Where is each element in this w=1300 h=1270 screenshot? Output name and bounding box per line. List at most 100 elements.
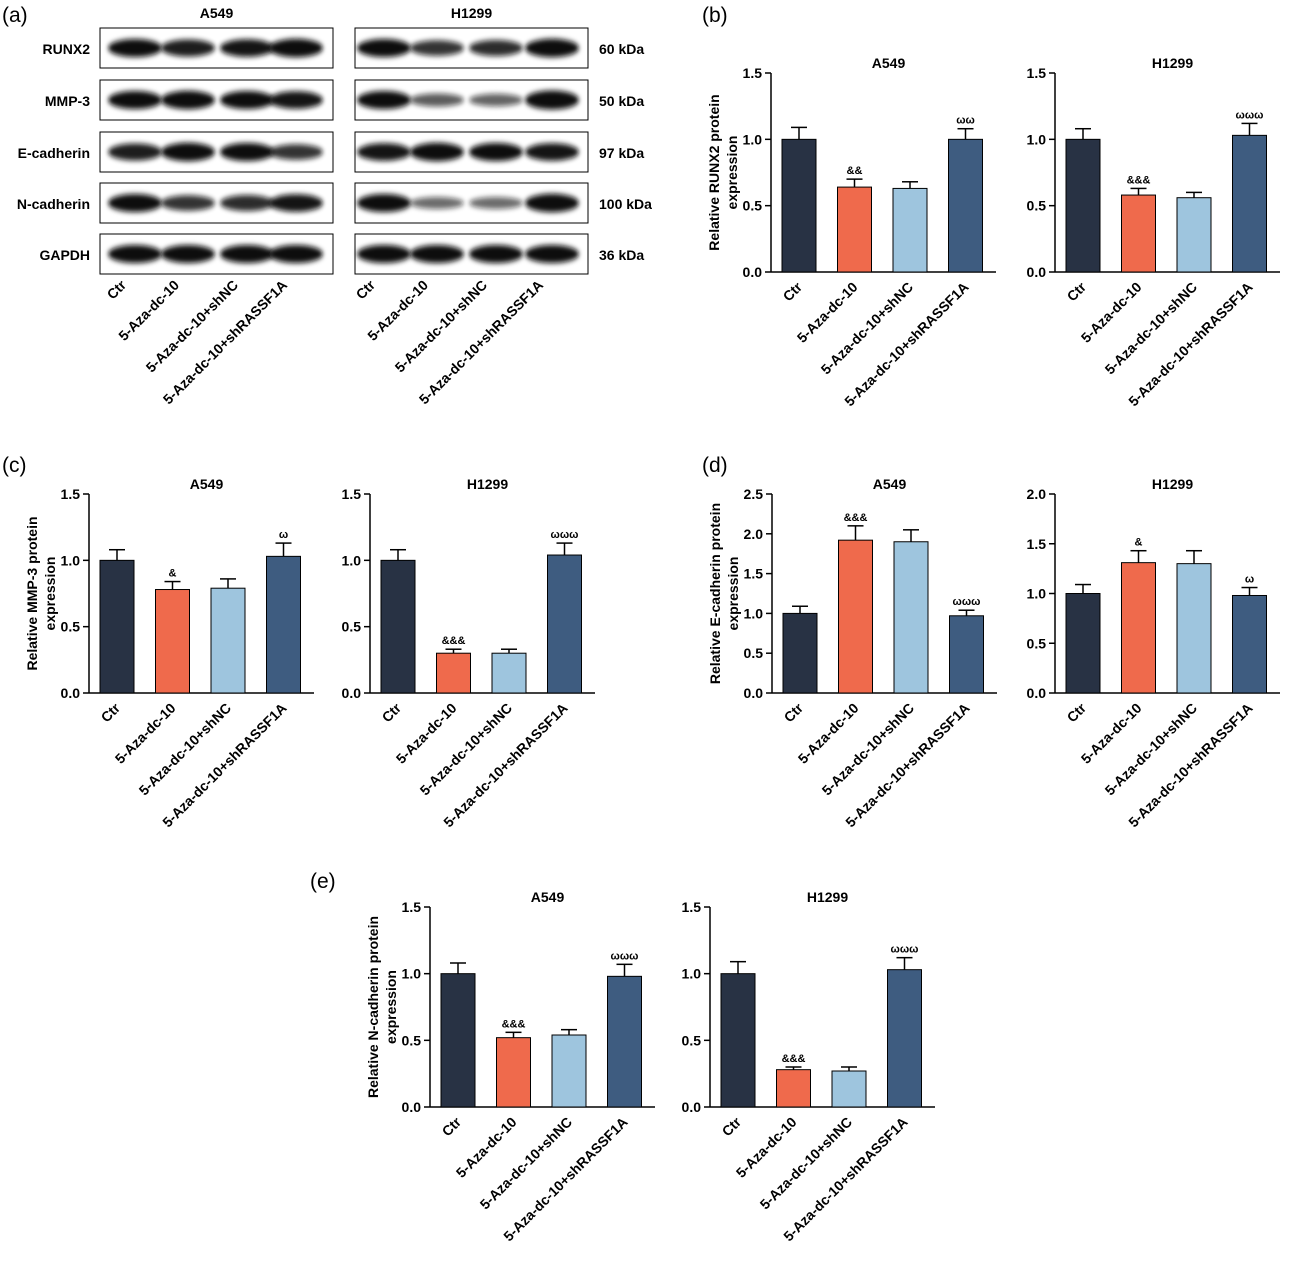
blot-band [525, 90, 579, 110]
blot-band [410, 40, 464, 56]
blot-band [269, 245, 323, 263]
chart-title: A549 [872, 55, 906, 71]
panel-label-d: (d) [702, 454, 728, 477]
y-tick-label: 1.0 [1027, 131, 1047, 147]
x-tick-label: 5-Aza-dc-10+shNC [819, 700, 918, 799]
x-tick-label: Ctr [718, 1113, 744, 1139]
blot-size-label: 97 kDa [599, 145, 644, 161]
y-tick-label: 1.0 [1027, 586, 1047, 602]
significance-mark: ωωω [551, 529, 579, 541]
blot-band [469, 245, 523, 263]
y-axis-label: expression [724, 136, 740, 210]
significance-mark: & [1135, 537, 1143, 549]
blot-band [410, 245, 464, 263]
bar [1121, 194, 1156, 273]
y-tick-label: 1.0 [743, 131, 763, 147]
bar [782, 612, 818, 694]
significance-mark: ωωω [611, 950, 639, 962]
panel-label-e: (e) [310, 870, 336, 893]
blot-band [220, 195, 274, 211]
y-tick-label: 0.5 [682, 1032, 702, 1048]
chart-title: H1299 [1152, 476, 1193, 492]
blot-band [410, 197, 464, 209]
significance-mark: ωωω [953, 596, 981, 608]
blot-band [161, 245, 215, 263]
y-tick-label: 1.5 [1027, 65, 1047, 81]
chart-title: H1299 [1152, 55, 1193, 71]
y-tick-label: 1.0 [402, 966, 422, 982]
blot-band [525, 245, 579, 263]
blot-band [161, 142, 215, 162]
bar [210, 587, 246, 694]
y-tick-label: 1.0 [61, 552, 81, 568]
chart-e-a549: A549 0.0 0.5 1.0 1.5 Relative N-cadherin prot… [365, 889, 655, 1244]
x-tick-label: Ctr [1063, 278, 1089, 304]
y-tick-label: 0.0 [61, 685, 81, 701]
x-tick-label: 5-Aza-dc-10+shNC [818, 279, 917, 378]
bar [838, 539, 873, 694]
blot-band [357, 194, 411, 212]
blot-band [220, 39, 274, 57]
blot-band [525, 38, 579, 58]
x-tick-label: Ctr [780, 699, 806, 725]
x-tick-label: Ctr [97, 699, 123, 725]
x-tick-label: Ctr [378, 699, 404, 725]
blot-band [161, 195, 215, 211]
significance-mark: ω [279, 529, 288, 541]
blot-band [357, 91, 411, 109]
y-axis-label: Relative MMP-3 protein [24, 516, 40, 670]
chart-b-h1299: H12990.00.51.01.5Ctr&&&5-Aza-dc-105-Aza-… [1027, 55, 1280, 409]
bar [1232, 134, 1267, 273]
y-tick-label: 0.0 [342, 685, 362, 701]
bar [1176, 197, 1212, 273]
blot-size-label: 36 kDa [599, 247, 644, 263]
blot-protein-label: GAPDH [39, 247, 90, 263]
bar [1065, 593, 1101, 694]
y-tick-label: 0.5 [342, 619, 362, 635]
chart-title: H1299 [467, 476, 508, 492]
bar [893, 541, 929, 694]
y-axis-label: expression [383, 970, 399, 1044]
y-tick-label: 1.0 [682, 966, 702, 982]
blot-protein-label: N-cadherin [17, 196, 90, 212]
blot-band [469, 197, 523, 209]
y-tick-label: 0.0 [744, 685, 764, 701]
bar [776, 1069, 811, 1108]
chart-c-h1299: H12990.00.51.01.5Ctr&&&5-Aza-dc-105-Aza-… [342, 476, 595, 830]
x-tick-label: 5-Aza-dc-10+shNC [1102, 700, 1201, 799]
y-tick-label: 2.0 [744, 526, 764, 542]
y-axis-label: Relative N-cadherin protein [365, 916, 381, 1098]
blot-size-label: 50 kDa [599, 93, 644, 109]
blot-band [525, 143, 579, 161]
x-tick-label: Ctr [1063, 699, 1089, 725]
blot-band [525, 193, 579, 213]
blot-band [410, 93, 464, 107]
y-tick-label: 0.0 [743, 264, 763, 280]
bar [1176, 563, 1212, 694]
y-tick-label: 1.5 [402, 899, 422, 915]
bar [837, 186, 872, 273]
blot-size-label: 100 kDa [599, 196, 652, 212]
blot-protein-label: MMP-3 [45, 93, 90, 109]
blot-band [220, 143, 274, 161]
blot-protein-label: RUNX2 [43, 41, 91, 57]
significance-mark: ωωω [891, 944, 919, 956]
y-tick-label: 0.0 [682, 1099, 702, 1115]
y-axis-label: Relative E-cadherin protein [707, 503, 723, 684]
y-tick-label: 1.5 [1027, 536, 1047, 552]
y-axis-label: Relative RUNX2 protein [706, 94, 722, 250]
y-tick-label: 2.5 [744, 486, 764, 502]
y-tick-label: 2.0 [1027, 486, 1047, 502]
bar [892, 187, 928, 273]
panel-label-b: (b) [702, 4, 728, 27]
blot-band [161, 39, 215, 57]
bar [1121, 562, 1156, 694]
bar [607, 975, 642, 1108]
x-tick-label: Ctr [779, 278, 805, 304]
significance-mark: &&& [442, 635, 466, 647]
blot-band [108, 91, 162, 109]
blot-band [161, 90, 215, 110]
significance-mark: ωω [956, 115, 975, 127]
chart-d-a549: A549 0.0 0.5 1.0 1.5 2.0 2.5 Relative E-cadheri… [707, 476, 997, 830]
bar [831, 1070, 867, 1108]
